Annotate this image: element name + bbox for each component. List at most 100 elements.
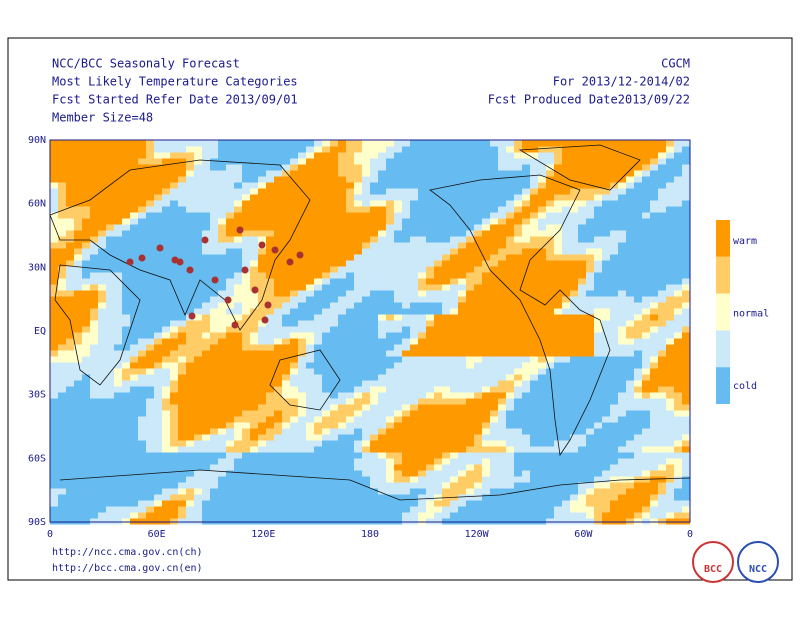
- cell: [98, 440, 106, 447]
- cell: [90, 236, 98, 243]
- cell: [82, 344, 90, 351]
- cell: [466, 260, 474, 267]
- cell: [282, 140, 290, 147]
- cell: [170, 314, 178, 321]
- cell: [618, 500, 626, 507]
- cell: [250, 344, 258, 351]
- cell: [554, 428, 562, 435]
- cell: [314, 260, 322, 267]
- cell: [370, 374, 378, 381]
- cell: [658, 494, 666, 501]
- cell: [146, 398, 154, 405]
- cell: [442, 482, 450, 489]
- cell: [474, 362, 482, 369]
- cell: [370, 230, 378, 237]
- cell: [538, 152, 546, 159]
- cell: [418, 422, 426, 429]
- cell: [314, 488, 322, 495]
- cell: [578, 344, 586, 351]
- cell: [162, 416, 170, 423]
- cell: [570, 434, 578, 441]
- cell: [490, 248, 498, 255]
- cell: [370, 284, 378, 291]
- cell: [330, 272, 338, 279]
- cell: [154, 326, 162, 333]
- cell: [498, 236, 506, 243]
- cell: [570, 320, 578, 327]
- cell: [314, 356, 322, 363]
- cell: [298, 464, 306, 471]
- cell: [322, 482, 330, 489]
- cell: [426, 194, 434, 201]
- cell: [674, 500, 682, 507]
- cell: [298, 158, 306, 165]
- cell: [538, 236, 546, 243]
- cell: [586, 482, 594, 489]
- cell: [610, 206, 618, 213]
- cell: [162, 356, 170, 363]
- cell: [282, 422, 290, 429]
- cell: [330, 206, 338, 213]
- cell: [386, 296, 394, 303]
- cell: [106, 164, 114, 171]
- cell: [482, 308, 490, 315]
- cell: [554, 446, 562, 453]
- cell: [330, 488, 338, 495]
- cell: [658, 410, 666, 417]
- cell: [474, 296, 482, 303]
- cell: [530, 398, 538, 405]
- cell: [114, 458, 122, 465]
- cell: [594, 152, 602, 159]
- cell: [434, 212, 442, 219]
- cell: [314, 248, 322, 255]
- cell: [402, 266, 410, 273]
- cell: [202, 164, 210, 171]
- cell: [490, 206, 498, 213]
- cell: [306, 248, 314, 255]
- cell: [282, 416, 290, 423]
- cell: [586, 206, 594, 213]
- cell: [434, 344, 442, 351]
- cell: [90, 170, 98, 177]
- cell: [186, 332, 194, 339]
- cell: [282, 176, 290, 183]
- cell: [58, 482, 66, 489]
- cell: [682, 200, 690, 207]
- cell: [186, 146, 194, 153]
- cell: [466, 416, 474, 423]
- cell: [466, 170, 474, 177]
- cell: [426, 164, 434, 171]
- cell: [186, 446, 194, 453]
- cell: [354, 290, 362, 297]
- cell: [434, 230, 442, 237]
- cell: [418, 398, 426, 405]
- cell: [130, 176, 138, 183]
- cell: [210, 338, 218, 345]
- cell: [66, 386, 74, 393]
- cell: [554, 296, 562, 303]
- cell: [562, 296, 570, 303]
- cell: [562, 458, 570, 465]
- cell: [682, 428, 690, 435]
- cell: [626, 254, 634, 261]
- cell: [234, 434, 242, 441]
- cell: [370, 260, 378, 267]
- cell: [610, 500, 618, 507]
- cell: [58, 356, 66, 363]
- cell: [634, 254, 642, 261]
- cell: [266, 152, 274, 159]
- cell: [138, 320, 146, 327]
- cell: [114, 212, 122, 219]
- cell: [650, 182, 658, 189]
- cell: [490, 146, 498, 153]
- cell: [570, 476, 578, 483]
- cell: [50, 170, 58, 177]
- cell: [322, 158, 330, 165]
- cell: [290, 494, 298, 501]
- cell: [626, 248, 634, 255]
- cell: [186, 380, 194, 387]
- cell: [298, 392, 306, 399]
- cell: [418, 500, 426, 507]
- cell: [554, 410, 562, 417]
- cell: [474, 212, 482, 219]
